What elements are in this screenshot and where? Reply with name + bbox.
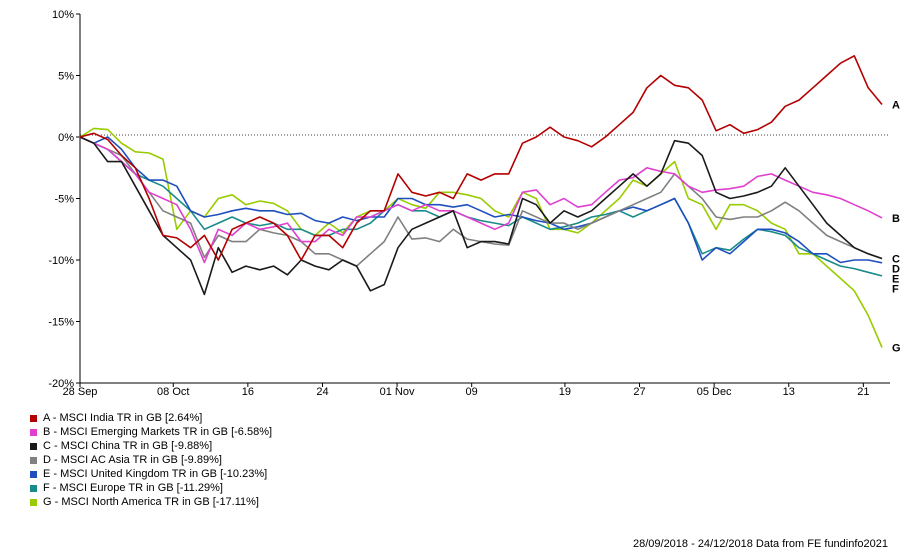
x-tick-label: 09	[466, 386, 478, 398]
legend-swatch	[30, 414, 37, 422]
legend-item: G - MSCI North America TR in GB [-17.11%…	[30, 495, 272, 509]
series-line-a	[79, 54, 883, 261]
series-end-label: D	[892, 264, 900, 276]
legend-item: F - MSCI Europe TR in GB [-11.29%]	[30, 481, 272, 495]
legend-item: D - MSCI AC Asia TR in GB [-9.89%]	[30, 453, 272, 467]
x-tick-label: 24	[316, 386, 328, 398]
x-tick-label: 19	[559, 386, 571, 398]
x-tick-label: 08 Oct	[157, 386, 189, 398]
legend-label: A - MSCI India TR in GB [2.64%]	[43, 412, 203, 424]
x-tick-label: 28 Sep	[63, 386, 98, 398]
series-end-label: F	[892, 284, 899, 296]
x-axis-ticks: 28 Sep 08 Oct 16 24 01 Nov 09 19 27 05 Dec 13 21	[63, 383, 869, 398]
legend-swatch	[30, 428, 37, 436]
y-tick-label: -20%	[48, 378, 74, 390]
legend-label: G - MSCI North America TR in GB [-17.11%…	[43, 496, 259, 508]
series-line-b	[79, 136, 883, 264]
series-end-label: E	[892, 274, 899, 286]
x-tick-label: 16	[242, 386, 254, 398]
legend-label: C - MSCI China TR in GB [-9.88%]	[43, 440, 213, 452]
legend-item: A - MSCI India TR in GB [2.64%]	[30, 411, 272, 425]
x-tick-label: 27	[633, 386, 645, 398]
legend-label: F - MSCI Europe TR in GB [-11.29%]	[43, 482, 223, 494]
series-end-label: B	[892, 213, 900, 225]
y-tick-label: -15%	[48, 317, 74, 329]
series-line-f	[79, 136, 883, 277]
legend-label: B - MSCI Emerging Markets TR in GB [-6.5…	[43, 426, 273, 438]
legend-item: C - MSCI China TR in GB [-9.88%]	[30, 439, 272, 453]
y-tick-label: 10%	[52, 9, 74, 21]
y-tick-label: 0%	[58, 132, 74, 144]
series-line-e	[79, 136, 883, 264]
legend-item: B - MSCI Emerging Markets TR in GB [-6.5…	[30, 425, 272, 439]
data-source-footer: 28/09/2018 - 24/12/2018 Data from FE fun…	[632, 538, 888, 550]
legend-swatch	[30, 498, 37, 506]
series-end-label: G	[892, 342, 900, 354]
x-tick-label: 05 Dec	[697, 386, 732, 398]
x-tick-label: 21	[857, 386, 869, 398]
x-tick-label: 13	[783, 386, 795, 398]
legend-swatch	[30, 456, 37, 464]
legend: A - MSCI India TR in GB [2.64%] B - MSCI …	[30, 411, 272, 509]
y-tick-label: -5%	[54, 194, 74, 206]
series-end-label: C	[892, 254, 900, 266]
legend-swatch	[30, 470, 37, 478]
legend-swatch	[30, 484, 37, 492]
y-tick-label: -10%	[48, 255, 74, 267]
series-lines	[79, 54, 883, 348]
series-end-label: A	[892, 100, 900, 112]
y-tick-label: 5%	[58, 71, 74, 83]
x-tick-label: 01 Nov	[380, 386, 415, 398]
legend-label: D - MSCI AC Asia TR in GB [-9.89%]	[43, 454, 222, 466]
legend-label: E - MSCI United Kingdom TR in GB [-10.23…	[43, 468, 268, 480]
series-line-c	[79, 136, 883, 296]
y-axis-ticks: 10% 5% 0% -5% -10% -15% -20%	[48, 9, 80, 390]
series-line-d	[79, 136, 883, 267]
legend-swatch	[30, 442, 37, 450]
legend-item: E - MSCI United Kingdom TR in GB [-10.23…	[30, 467, 272, 481]
series-line-g	[79, 127, 883, 348]
